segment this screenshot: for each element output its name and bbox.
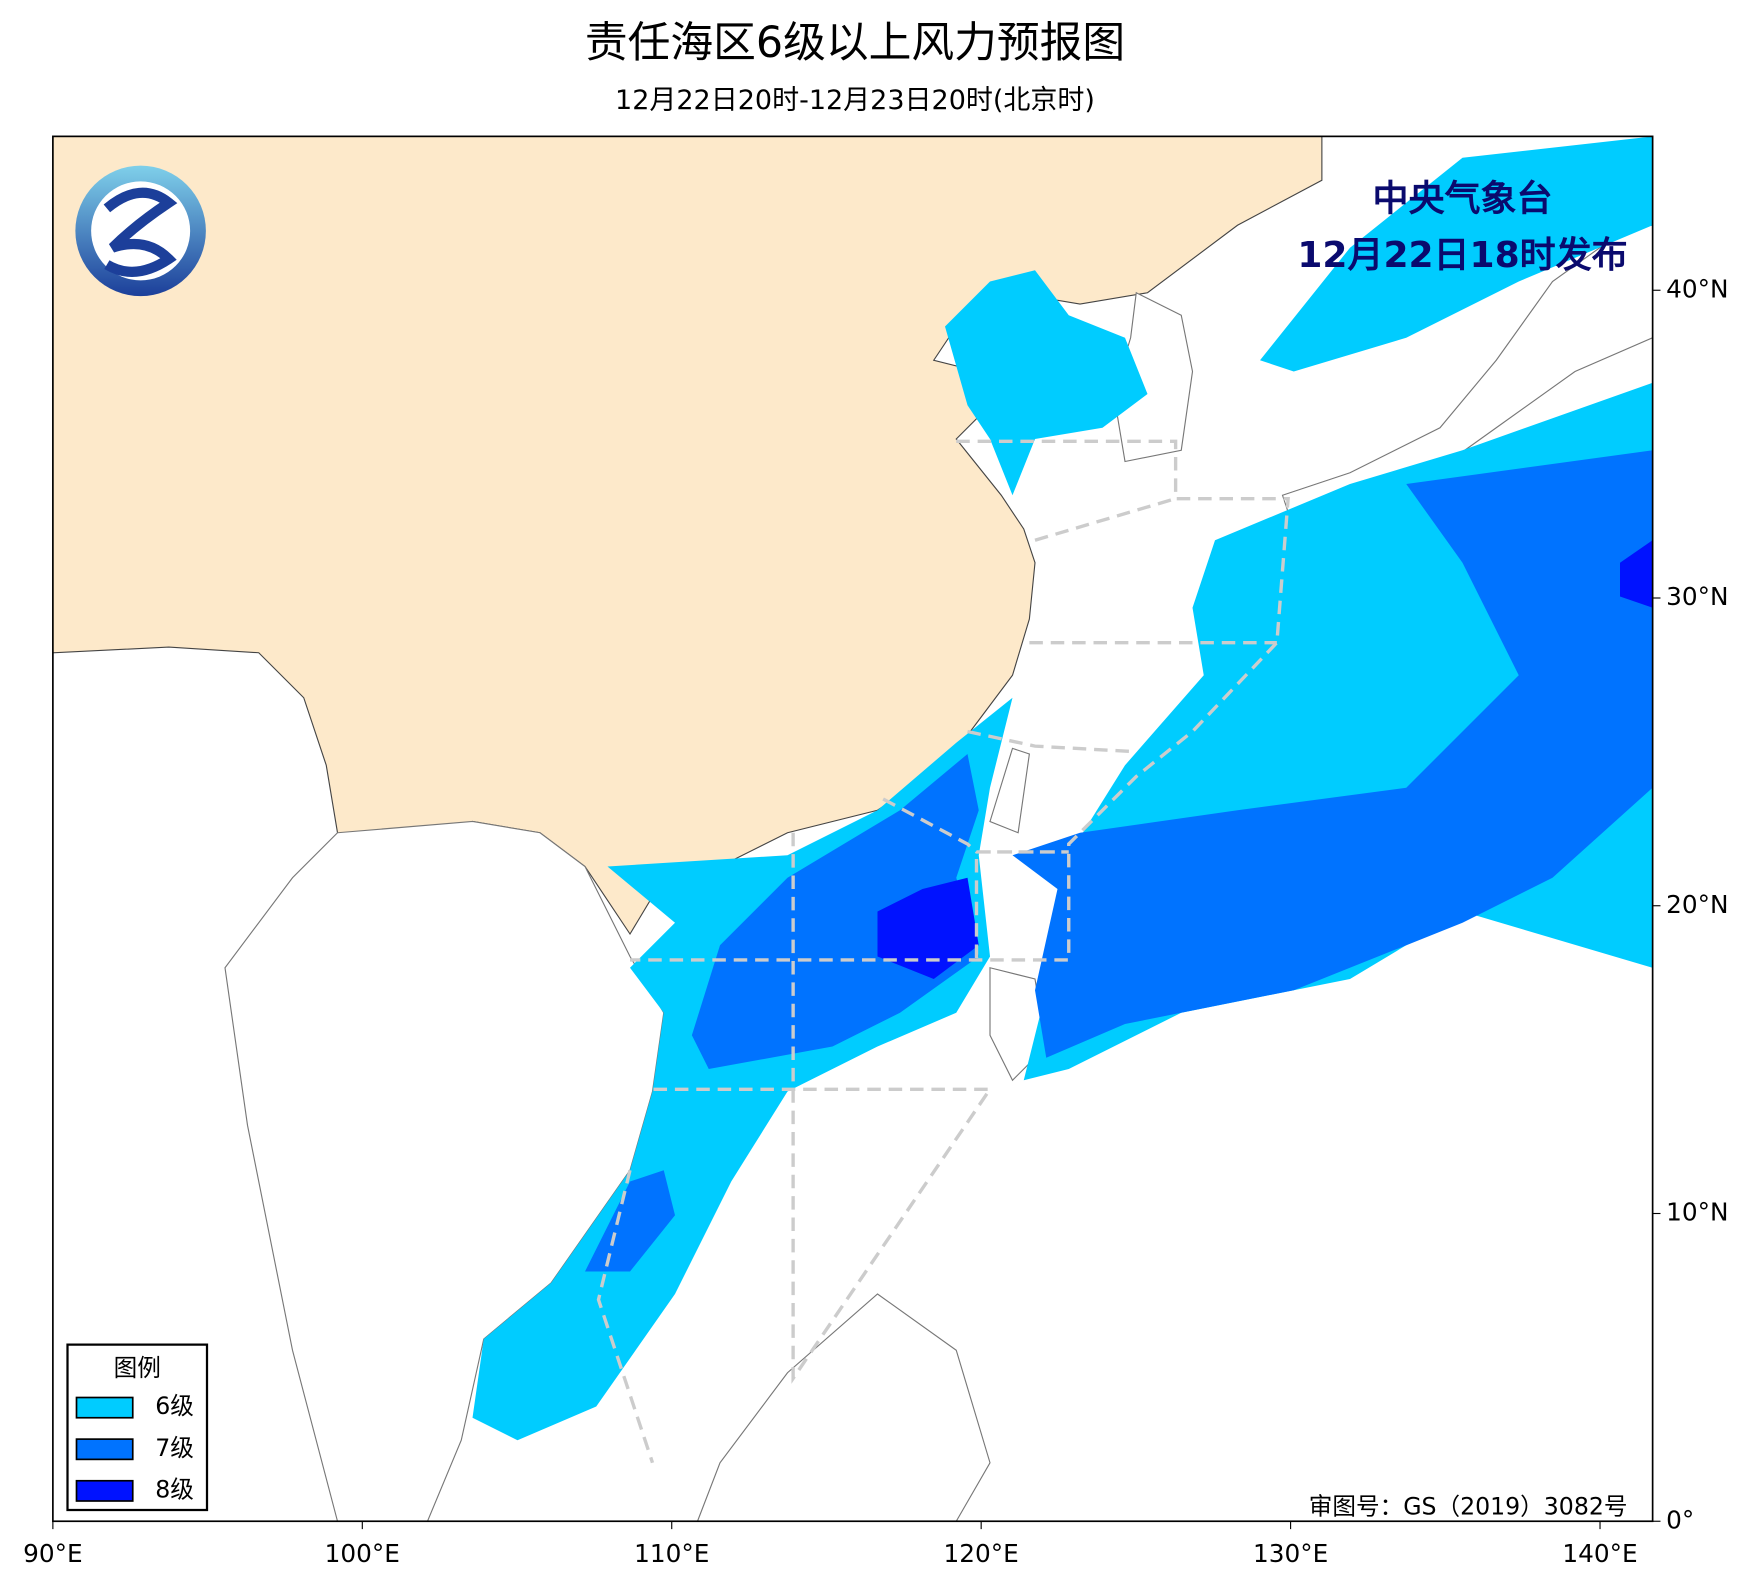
issue-time: 12月22日18时发布 [1297,235,1627,276]
wind-area [691,754,979,1069]
title: 责任海区6级以上风力预报图 [585,18,1125,68]
review-number: 审图号：GS（2019）3082号 [1309,1492,1628,1520]
wind-area [1260,136,1653,372]
taiwan [989,747,1030,834]
x-tick-label: 120°E [944,1539,1019,1568]
wind-area [877,877,979,979]
sea-zone-line [967,729,1137,754]
x-tick-label: 100°E [325,1539,400,1568]
sea-zone-line [596,1169,655,1464]
legend-swatch [75,1438,134,1461]
x-tick-label: 140°E [1562,1539,1637,1568]
map-frame [52,135,1654,1523]
legend-label: 7级 [155,1434,194,1462]
x-tick-label: 90°E [23,1539,83,1568]
borneo [696,1293,991,1522]
x-tick-label: 110°E [634,1539,709,1568]
legend-label: 8级 [155,1475,194,1503]
sea-zone-line [630,439,1290,962]
legend: 图例 6级 7级 8级 [66,1343,209,1512]
legend-label: 6级 [155,1392,194,1420]
legend-swatch [75,1396,134,1419]
y-tick-label: 0° [1666,1505,1694,1534]
wind-area [585,1170,675,1272]
subtitle: 12月22日20时-12月23日20时(北京时) [615,85,1095,116]
legend-swatch [75,1479,134,1502]
legend-title: 图例 [114,1354,161,1382]
agency: 中央气象台 [1372,179,1552,220]
wind-area [1620,540,1653,608]
wind-area [945,270,1148,496]
x-tick-label: 130°E [1253,1539,1328,1568]
sea-zone-line [882,797,1069,960]
sea-zone-line [1034,497,1177,542]
logo [75,165,206,297]
y-tick-label: 40°N [1666,274,1728,303]
y-tick-label: 20°N [1666,890,1728,919]
map-body: 中央气象台 12月22日18时发布 审图号：GS（2019）3082号 [52,136,1653,1522]
y-tick-label: 10°N [1666,1198,1728,1227]
y-tick-label: 30°N [1666,582,1728,611]
wind-area [1012,450,1653,1058]
